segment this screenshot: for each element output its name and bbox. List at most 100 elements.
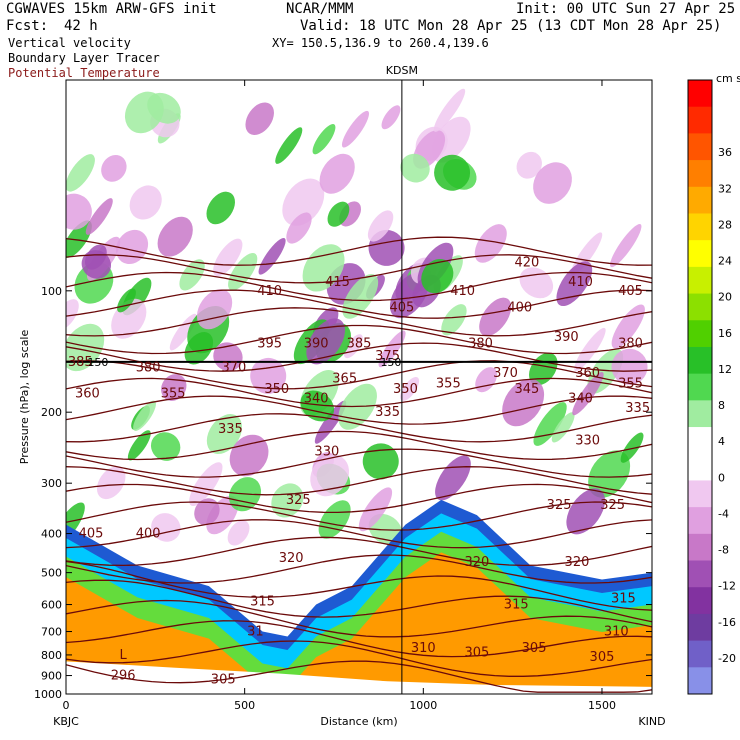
colorbar: 36 32 28 24 20 16 12 8 4 0 -4 -8 -12 -16 -20 cm s-1 <box>687 72 740 695</box>
contour-label: 410 <box>257 284 282 299</box>
theta-contour-line <box>66 395 652 425</box>
colorbar-cell <box>688 133 712 161</box>
contour-label: 350 <box>393 382 418 397</box>
velocity-cell <box>533 162 572 204</box>
colorbar-cell <box>688 480 712 508</box>
contour-label: 305 <box>211 672 236 687</box>
theta-contour-line <box>66 324 652 355</box>
colorbar-cell <box>688 640 712 668</box>
velocity-cell <box>101 154 127 182</box>
y-tick-label: 200 <box>41 406 62 419</box>
colorbar-cell <box>688 240 712 268</box>
velocity-cell <box>533 402 567 446</box>
contour-label: 360 <box>575 366 600 381</box>
velocity-cell <box>421 258 454 294</box>
contour-label: 365 <box>332 372 357 387</box>
colorbar-cell <box>688 587 712 615</box>
contour-label: 320 <box>465 555 490 570</box>
colorbar-cell <box>688 266 712 295</box>
colorbar-tick-label: -8 <box>718 544 729 557</box>
colorbar-tick-label: 28 <box>718 218 732 231</box>
velocity-cell <box>362 443 399 480</box>
theta-contour-line <box>66 360 652 390</box>
theta-contour-line <box>66 554 652 584</box>
colorbar-tick-label: 16 <box>718 327 732 340</box>
fcst-label: Fcst: <box>6 18 49 34</box>
theta-contour-line <box>66 640 652 677</box>
model-title: CGWAVES 15km ARW-GFS init <box>6 1 217 17</box>
velocity-cell <box>275 127 303 164</box>
colorbar-tick-label: 36 <box>718 146 732 159</box>
x-tick-label: 0 <box>63 699 70 712</box>
colorbar-cell <box>688 613 712 642</box>
y-tick-label: 600 <box>41 599 62 612</box>
field-bl-tracer: Boundary Layer Tracer <box>8 51 160 65</box>
contour-label: 385 <box>347 336 372 351</box>
contour-label: 410 <box>568 275 593 290</box>
velocity-cell <box>435 455 471 501</box>
velocity-cell <box>213 342 243 372</box>
velocity-cell <box>310 454 350 497</box>
contour-label: 380 <box>136 361 161 376</box>
contour-label: 320 <box>279 551 304 566</box>
y-tick-label: 800 <box>41 649 62 662</box>
org-label: NCAR/MMM <box>286 1 354 17</box>
y-tick-label: 100 <box>41 285 62 298</box>
velocity-cell <box>378 330 406 368</box>
velocity-cell <box>319 153 355 194</box>
init-time: Init: 00 UTC Sun 27 Apr 25 <box>516 1 736 17</box>
colorbar-cell <box>688 507 712 535</box>
colorbar-cell <box>688 160 712 188</box>
start-station-label: KBJC <box>53 715 79 728</box>
contour-label: 410 <box>450 284 475 299</box>
theta-contour-line <box>66 501 652 531</box>
velocity-cell <box>341 110 370 148</box>
tropopause-label: 150 <box>380 356 401 369</box>
contour-label: 330 <box>314 444 339 459</box>
contour-label: 315 <box>504 598 529 613</box>
velocity-cell <box>572 372 604 416</box>
x-tick-label: 1000 <box>409 699 437 712</box>
colorbar-cell <box>688 106 712 134</box>
velocity-cell <box>474 224 507 263</box>
contour-label: 380 <box>468 336 493 351</box>
contour-label: 335 <box>625 401 650 416</box>
contour-label: L <box>120 648 128 663</box>
colorbar-unit: cm s-1 <box>716 72 740 85</box>
contour-label: 420 <box>515 255 540 270</box>
velocity-cell <box>206 414 243 454</box>
velocity-cell <box>66 502 85 547</box>
theta-contour-line <box>66 236 652 266</box>
velocity-cell <box>179 259 205 291</box>
theta-contour-line <box>66 377 652 408</box>
theta-contour-line <box>66 271 652 302</box>
velocity-cell <box>133 400 156 431</box>
contour-label: 315 <box>611 592 636 607</box>
contour-label: 330 <box>575 433 600 448</box>
plot-frame <box>65 79 653 695</box>
velocity-cell <box>66 220 92 258</box>
y-tick-label: 1000 <box>34 688 62 701</box>
colorbar-cell <box>688 667 712 695</box>
theta-contour-line <box>66 660 652 693</box>
tropopause-label: 150 <box>87 356 108 369</box>
theta-contour-line <box>66 413 652 443</box>
y-axis-title: Pressure (hPa), log scale <box>18 330 31 465</box>
contour-label: 385 <box>68 355 93 370</box>
contour-label: 370 <box>222 361 247 376</box>
theta-contour-line <box>66 579 652 623</box>
y-tick-label: 700 <box>41 626 62 639</box>
contour-label: 335 <box>375 405 400 420</box>
colorbar-tick-label: 20 <box>718 291 732 304</box>
velocity-cell <box>124 91 164 134</box>
contour-label: 310 <box>411 641 436 656</box>
colorbar-cell <box>688 293 712 321</box>
velocity-cell <box>314 400 347 444</box>
theta-contour-line <box>66 536 652 567</box>
contour-label: 415 <box>325 275 350 290</box>
theta-contour-line <box>66 307 652 337</box>
velocity-cell <box>433 88 466 132</box>
velocity-cell <box>400 153 430 183</box>
velocity-cell <box>610 224 642 268</box>
